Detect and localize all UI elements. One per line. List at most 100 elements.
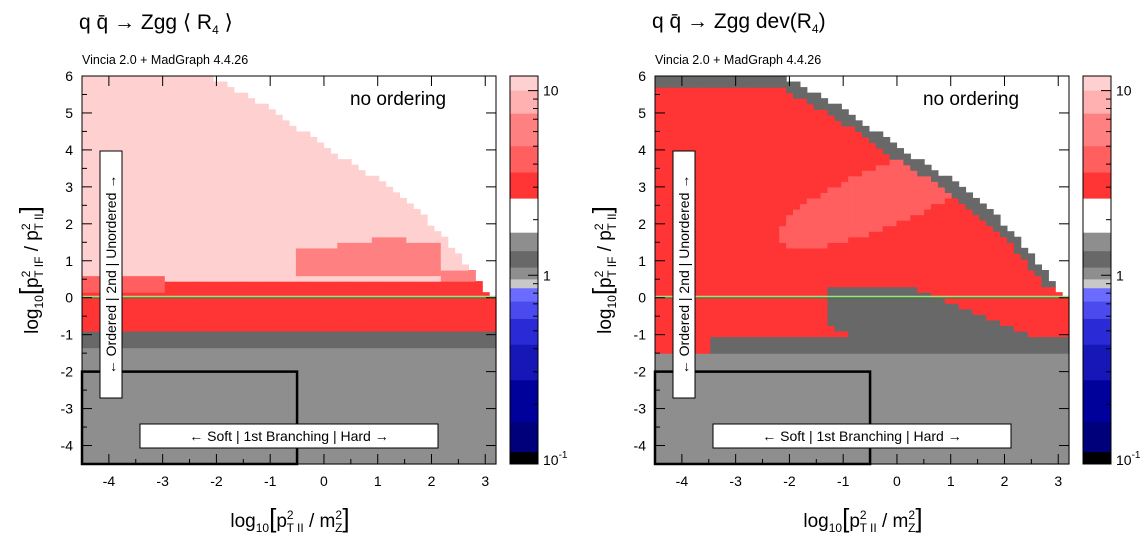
heatmap-cell bbox=[151, 242, 159, 249]
heatmap-cell bbox=[82, 87, 90, 94]
heatmap-cell bbox=[489, 325, 497, 332]
heatmap-cell bbox=[240, 114, 249, 121]
heatmap-cell bbox=[185, 109, 193, 116]
heatmap-cell bbox=[206, 358, 214, 365]
heatmap-cell bbox=[95, 403, 104, 410]
heatmap-cell bbox=[378, 253, 387, 260]
heatmap-cell bbox=[144, 414, 152, 421]
heatmap-cell bbox=[358, 386, 366, 393]
heatmap-cell bbox=[302, 231, 311, 238]
heatmap-cell bbox=[682, 98, 691, 105]
heatmap-cell bbox=[213, 181, 221, 188]
heatmap-cell bbox=[337, 264, 345, 271]
heatmap-cell bbox=[226, 197, 235, 205]
heatmap-cell bbox=[233, 286, 242, 293]
heatmap-cell bbox=[192, 303, 200, 310]
heatmap-cell bbox=[378, 391, 387, 399]
heatmap-cell bbox=[751, 253, 760, 260]
heatmap-cell bbox=[655, 408, 663, 415]
heatmap-cell bbox=[779, 364, 787, 371]
heatmap-cell bbox=[206, 281, 214, 288]
heatmap-cell bbox=[744, 375, 753, 382]
heatmap-cell bbox=[130, 131, 138, 138]
heatmap-cell bbox=[295, 408, 304, 415]
heatmap-cell bbox=[316, 397, 325, 404]
heatmap-cell bbox=[247, 303, 256, 310]
heatmap-cell bbox=[233, 353, 242, 360]
heatmap-cell bbox=[199, 186, 207, 193]
heatmap-cell bbox=[151, 236, 159, 243]
heatmap-cell bbox=[275, 170, 283, 177]
heatmap-cell bbox=[282, 347, 290, 354]
heatmap-cell bbox=[772, 170, 780, 177]
heatmap-cell bbox=[371, 325, 380, 332]
heatmap-cell bbox=[171, 419, 180, 426]
heatmap-cell bbox=[268, 447, 276, 454]
heatmap-cell bbox=[399, 303, 407, 310]
heatmap-cell bbox=[724, 87, 732, 94]
heatmap-cell bbox=[758, 375, 766, 382]
heatmap-cell bbox=[772, 314, 780, 321]
heatmap-cell bbox=[88, 258, 97, 266]
heatmap-cell bbox=[88, 336, 97, 343]
heatmap-cell bbox=[724, 408, 732, 415]
heatmap-cell bbox=[144, 308, 152, 315]
heatmap-cell bbox=[440, 386, 449, 393]
heatmap-cell bbox=[123, 336, 131, 343]
heatmap-cell bbox=[213, 159, 221, 166]
heatmap-cell bbox=[226, 209, 235, 216]
heatmap-cell bbox=[703, 103, 711, 110]
heatmap-cell bbox=[779, 391, 787, 399]
heatmap-cell bbox=[178, 330, 187, 338]
heatmap-cell bbox=[689, 98, 697, 105]
heatmap-cell bbox=[206, 253, 214, 260]
heatmap-cell bbox=[413, 281, 421, 288]
heatmap-cell bbox=[254, 148, 262, 155]
heatmap-cell bbox=[102, 419, 111, 426]
heatmap-cell bbox=[655, 414, 663, 421]
heatmap-cell bbox=[254, 242, 262, 249]
heatmap-cell bbox=[696, 297, 704, 304]
heatmap-cell bbox=[703, 98, 711, 105]
heatmap-cell bbox=[427, 391, 435, 399]
heatmap-cell bbox=[440, 358, 449, 365]
heatmap-cell bbox=[337, 275, 345, 282]
heatmap-cell bbox=[717, 175, 725, 182]
heatmap-cell bbox=[289, 242, 297, 249]
heatmap-cell bbox=[454, 452, 463, 460]
heatmap-cell bbox=[413, 330, 421, 338]
heatmap-cell bbox=[282, 236, 290, 243]
heatmap-cell bbox=[475, 330, 483, 338]
heatmap-cell bbox=[275, 325, 283, 332]
heatmap-cell bbox=[468, 314, 476, 321]
heatmap-cell bbox=[199, 303, 207, 310]
heatmap-cell bbox=[758, 114, 766, 121]
heatmap-cell bbox=[675, 98, 684, 105]
heatmap-cell bbox=[137, 103, 145, 110]
heatmap-cell bbox=[765, 170, 773, 177]
heatmap-cell bbox=[682, 103, 691, 110]
heatmap-cell bbox=[164, 303, 173, 310]
heatmap-cell bbox=[420, 447, 428, 454]
heatmap-cell bbox=[88, 181, 97, 188]
heatmap-cell bbox=[717, 253, 725, 260]
heatmap-cell bbox=[703, 81, 711, 88]
heatmap-cell bbox=[289, 419, 297, 426]
heatmap-cell bbox=[675, 441, 684, 448]
heatmap-cell bbox=[240, 209, 249, 216]
heatmap-cell bbox=[254, 330, 262, 338]
heatmap-cell bbox=[406, 325, 414, 332]
heatmap-cell bbox=[178, 209, 187, 216]
heatmap-cell bbox=[185, 253, 193, 260]
heatmap-cell bbox=[744, 142, 753, 149]
heatmap-cell bbox=[779, 375, 787, 382]
heatmap-cell bbox=[268, 403, 276, 410]
heatmap-cell bbox=[765, 125, 773, 133]
heatmap-cell bbox=[282, 153, 290, 160]
heatmap-cell bbox=[655, 214, 663, 221]
heatmap-cell bbox=[247, 397, 256, 404]
heatmap-cell bbox=[461, 358, 469, 365]
heatmap-cell bbox=[123, 425, 131, 432]
heatmap-cell bbox=[164, 153, 173, 160]
heatmap-cell bbox=[765, 76, 773, 83]
